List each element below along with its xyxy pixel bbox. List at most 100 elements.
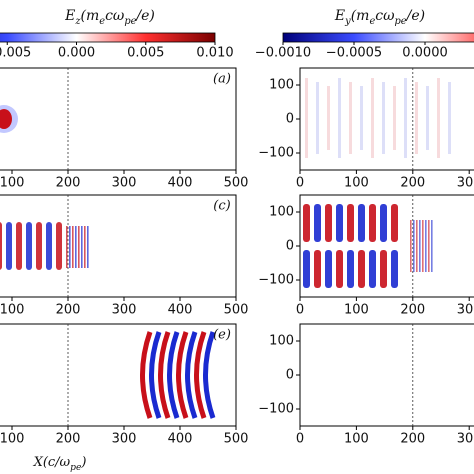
field: [325, 250, 332, 288]
field: [347, 204, 354, 242]
label: Ez(mecωpe/e): [64, 8, 155, 27]
x-tick-label: 300: [112, 432, 137, 447]
label-part: (m: [81, 8, 100, 24]
field: [56, 222, 62, 270]
field: [81, 226, 83, 268]
field: [26, 222, 32, 270]
label-part: E: [334, 8, 345, 24]
x-tick-label: 400: [168, 303, 193, 318]
field: [303, 204, 310, 242]
colorbar-tick-label: −0.005: [0, 46, 31, 61]
field: [336, 250, 343, 288]
field: [347, 250, 354, 288]
x-tick-label: 200: [56, 303, 81, 318]
x-tick-label: 300: [457, 432, 474, 447]
x-tick-label: 200: [56, 176, 81, 191]
y-tick-label: 100: [269, 334, 294, 349]
x-tick-label: 100: [344, 303, 369, 318]
field: [149, 331, 162, 419]
field: [316, 82, 319, 154]
colorbar-tick-label: 0.010: [196, 46, 233, 61]
field: [0, 222, 2, 270]
field: [185, 331, 198, 419]
field: [69, 226, 71, 268]
field: [36, 222, 42, 270]
x-tick-label: 0: [296, 432, 304, 447]
field: [0, 109, 12, 129]
panel-frame: [0, 194, 237, 298]
y-tick-label: 0: [286, 239, 294, 254]
field: [358, 204, 365, 242]
colorbar-tick-label: −0.0010: [255, 46, 311, 61]
field: [391, 250, 398, 288]
field: [416, 220, 418, 272]
field: [369, 204, 376, 242]
field: [305, 78, 308, 158]
x-tick-label: 300: [112, 176, 137, 191]
y-tick-label: 100: [269, 205, 294, 220]
x-tick-label: 400: [168, 176, 193, 191]
colorbar-tick-label: 0.005: [127, 46, 164, 61]
x-tick-label: 100: [0, 176, 24, 191]
colorbar-tick-label: −0.0005: [326, 46, 382, 61]
x-tick-label: 300: [457, 303, 474, 318]
label-part: /e): [405, 8, 425, 24]
label-part: E: [64, 8, 75, 24]
field-patterns: [0, 78, 451, 419]
field: [380, 204, 387, 242]
colorbar-tick-label: 0.000: [58, 46, 95, 61]
label-part: pe: [124, 16, 136, 27]
field: [158, 331, 171, 419]
x-tick-label: 100: [0, 303, 24, 318]
x-tick-label: 500: [224, 432, 249, 447]
field: [369, 250, 376, 288]
panel-label: (a): [213, 72, 231, 87]
x-tick-label: 0: [296, 176, 304, 191]
panel-frame: [299, 67, 474, 171]
x-tick-label: 100: [344, 432, 369, 447]
label-part: (m: [351, 8, 370, 24]
field: [410, 220, 412, 272]
label-part: e: [99, 16, 105, 27]
x-tick-label: 500: [224, 303, 249, 318]
axes: Ez(mecωpe/e)−0.0050.0000.0050.010Ey(mecω…: [0, 8, 474, 473]
x-tick-label: 100: [0, 432, 24, 447]
field: [415, 82, 418, 154]
field: [404, 78, 407, 158]
label-part: cω: [375, 8, 395, 24]
field: [140, 331, 153, 419]
x-tick-label: 200: [400, 303, 425, 318]
field: [393, 86, 396, 150]
field: [325, 204, 332, 242]
colorbar: [282, 32, 474, 43]
field: [176, 331, 189, 419]
x-tick-label: 400: [168, 432, 193, 447]
field: [303, 250, 310, 288]
y-tick-label: 0: [286, 368, 294, 383]
label-part: z: [74, 16, 81, 27]
y-tick-label: −100: [258, 273, 294, 288]
field: [84, 226, 86, 268]
field: [6, 222, 12, 270]
field: [75, 226, 77, 268]
y-tick-label: 100: [269, 78, 294, 93]
field: [167, 331, 180, 419]
label-part: X(c/ω: [33, 455, 71, 470]
field: [431, 220, 433, 272]
field: [360, 86, 363, 150]
panel-frame: [299, 323, 474, 427]
field: [72, 226, 74, 268]
label-part: e: [369, 16, 375, 27]
colorbar: [0, 32, 216, 43]
field: [391, 204, 398, 242]
field: [358, 250, 365, 288]
field: [413, 220, 415, 272]
field: [46, 222, 52, 270]
x-tick-label: 200: [400, 176, 425, 191]
field: [425, 220, 427, 272]
label: X(c/ωpe): [33, 455, 87, 473]
panel-label: (c): [213, 199, 230, 214]
field: [426, 86, 429, 150]
x-tick-label: 200: [400, 432, 425, 447]
